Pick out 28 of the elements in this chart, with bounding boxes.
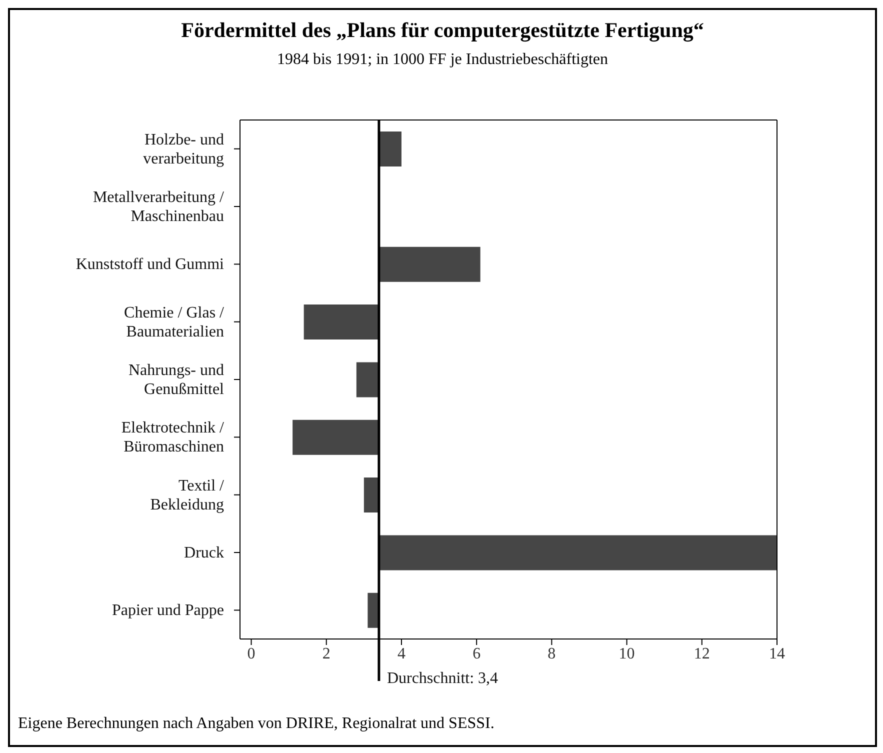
ref-line-label: Durchschnitt: 3,4 (386, 670, 498, 687)
bar (292, 420, 379, 455)
chart-subtitle: 1984 bis 1991; in 1000 FF je Industriebeschäftigten (276, 51, 610, 69)
y-tick-label: Papier und Pappe (112, 602, 224, 620)
y-tick-label: Nahrungs- und Genußmittel (128, 362, 225, 398)
y-tick-label: Chemie / Glas / Baumaterialien (124, 304, 225, 340)
y-tick-label: Textil / Bekleidung (150, 477, 225, 514)
chart-title: Fördermittel des „Plans für computergestützte Fertigung“ (180, 18, 705, 43)
x-tick-label: 10 (618, 645, 635, 662)
bar (304, 304, 379, 340)
y-tick-label: Kunststoff und Gummi (76, 256, 225, 274)
y-tick-label: Metallverarbeitung / Maschinenbau (92, 189, 225, 225)
x-tick-label: 4 (397, 645, 406, 662)
text: Eigene Berechnungen nach Angaben von DRIRE, Regionalrat und SESSI. (18, 715, 494, 733)
bar (378, 246, 480, 282)
bar (356, 362, 379, 398)
x-tick-label: 8 (548, 645, 556, 662)
x-tick-label: 14 (769, 645, 785, 662)
bar (378, 535, 777, 570)
y-tick-label: Holzbe- und verarbeitung (143, 131, 224, 168)
x-tick-label: 12 (694, 645, 710, 662)
y-tick-label: Druck (184, 544, 224, 562)
y-tick-label: Elektrotechnik / Büromaschinen (121, 420, 225, 456)
bar (378, 132, 402, 167)
bar (364, 478, 379, 513)
x-tick-label: 6 (472, 645, 481, 662)
x-tick-label: 0 (247, 645, 256, 662)
x-tick-label: 2 (322, 645, 330, 662)
